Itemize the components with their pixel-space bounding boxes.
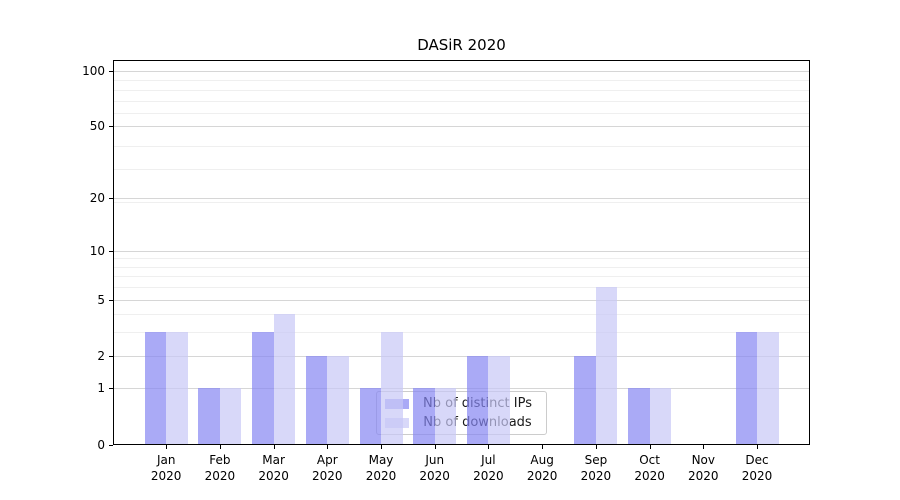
minor-gridline (113, 90, 810, 91)
x-tick-label-year: 2020 (526, 468, 558, 483)
x-tick-mark (757, 445, 758, 449)
x-tick-mark (273, 445, 275, 449)
y-tick-label: 1 (97, 381, 105, 396)
x-tick-label: Nov 2020 (676, 452, 730, 484)
bar-downloads-jan (166, 332, 188, 445)
y-tick-label: 5 (97, 292, 105, 307)
y-tick-label: 10 (89, 243, 105, 258)
major-gridline (113, 126, 810, 128)
y-tick-mark (109, 444, 113, 446)
x-tick-label-year: 2020 (473, 468, 504, 483)
major-gridline (113, 198, 810, 200)
y-tick-mark (109, 299, 113, 301)
x-tick-mark (434, 445, 436, 449)
x-tick-label: Mar 2020 (247, 452, 301, 484)
major-gridline (113, 71, 810, 73)
minor-gridline (113, 169, 810, 171)
bar-downloads-oct (649, 388, 672, 445)
y-tick-label: 2 (97, 348, 105, 363)
x-tick-mark (219, 445, 221, 449)
bar-distinct-ips-dec (735, 332, 757, 445)
bar-downloads-dec (757, 332, 779, 445)
major-gridline (113, 299, 810, 301)
bar-distinct-ips-oct (628, 388, 650, 445)
bar-distinct-ips-sep (574, 355, 596, 445)
bar-downloads-jul (488, 355, 510, 445)
x-tick-label-year: 2020 (365, 468, 397, 483)
bar-downloads-apr (327, 355, 349, 445)
x-tick-mark (542, 445, 544, 449)
y-tick-label: 100 (82, 64, 105, 79)
y-tick-mark (109, 355, 113, 357)
bar-distinct-ips-apr (305, 355, 328, 445)
minor-gridline (113, 113, 810, 115)
y-tick-label: 20 (89, 191, 105, 206)
major-gridline (113, 250, 810, 252)
major-gridline (113, 355, 810, 357)
x-tick-label-year: 2020 (419, 468, 450, 483)
minor-gridline (113, 266, 810, 268)
x-tick-label-year: 2020 (312, 468, 343, 483)
x-tick-label: Oct 2020 (623, 452, 677, 484)
bar-distinct-ips-jan (144, 332, 167, 445)
x-tick-label: Jan 2020 (139, 452, 193, 484)
x-tick-label: Feb 2020 (193, 452, 247, 484)
x-tick-label: Sep 2020 (569, 452, 623, 484)
y-tick-label: 0 (97, 437, 105, 452)
legend-row-distinct-ips: Nb of distinct IPs (385, 396, 538, 411)
x-tick-label: Aug 2020 (515, 452, 569, 484)
y-tick-mark (109, 250, 113, 252)
minor-gridline (113, 146, 810, 147)
x-tick-label-year: 2020 (688, 468, 719, 483)
x-tick-label-year: 2020 (741, 468, 773, 483)
x-tick-label: Jul 2020 (461, 452, 515, 484)
x-tick-mark (381, 445, 382, 449)
minor-gridline (113, 287, 810, 289)
y-tick-label: 50 (89, 119, 105, 134)
bar-downloads-sep (595, 287, 618, 445)
minor-gridline (113, 80, 810, 82)
bar-distinct-ips-feb (198, 388, 220, 445)
chart-title: DASiR 2020 (417, 36, 506, 54)
minor-gridline (113, 314, 810, 316)
bar-downloads-mar (273, 314, 296, 445)
x-tick-mark (488, 445, 490, 449)
legend-row-downloads: Nb of downloads (385, 415, 538, 430)
y-tick-mark (109, 388, 113, 390)
x-tick-label: Apr 2020 (300, 452, 354, 484)
minor-gridline (113, 276, 810, 278)
minor-gridline (113, 258, 810, 260)
x-tick-label: Jun 2020 (408, 452, 462, 484)
x-tick-mark (166, 445, 168, 449)
x-tick-label-year: 2020 (634, 468, 665, 483)
bar-downloads-jun (434, 388, 457, 445)
bar-downloads-may (381, 332, 403, 445)
x-tick-label-year: 2020 (258, 468, 289, 483)
x-tick-label-year: 2020 (150, 468, 182, 483)
bar-distinct-ips-jul (466, 355, 489, 445)
minor-gridline (113, 202, 810, 204)
bar-distinct-ips-mar (252, 332, 274, 445)
minor-gridline (113, 100, 810, 102)
bar-distinct-ips-may (359, 388, 381, 445)
y-tick-mark (109, 126, 113, 128)
x-tick-label: May 2020 (354, 452, 408, 484)
x-tick-label: Dec 2020 (730, 452, 784, 484)
axes-spines (113, 60, 810, 445)
x-tick-mark (595, 445, 597, 449)
x-tick-mark (649, 445, 651, 449)
bar-downloads-feb (219, 388, 242, 445)
x-tick-mark (327, 445, 329, 449)
x-tick-label-year: 2020 (204, 468, 236, 483)
bar-distinct-ips-jun (413, 388, 435, 445)
y-tick-mark (109, 71, 113, 73)
minor-gridline (113, 332, 810, 334)
x-tick-mark (703, 445, 705, 449)
x-tick-label-year: 2020 (580, 468, 612, 483)
major-gridline (113, 388, 810, 390)
y-tick-mark (109, 198, 113, 200)
